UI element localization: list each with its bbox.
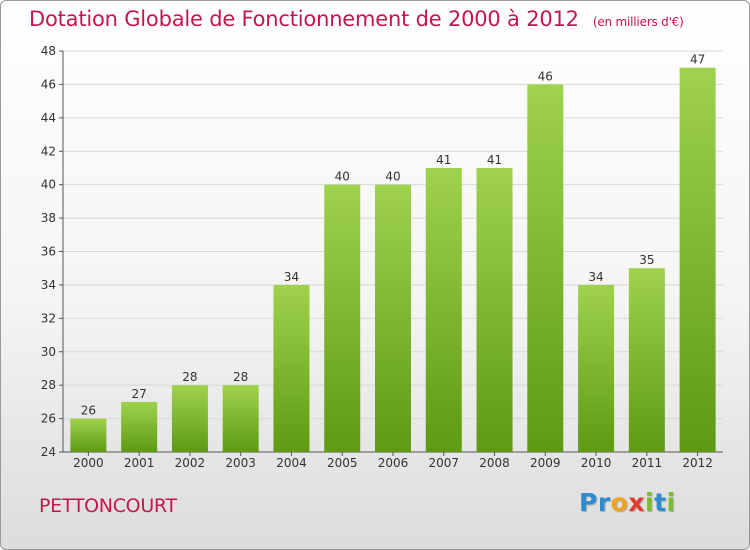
x-tick-label: 2001: [124, 456, 155, 470]
data-label: 27: [132, 387, 147, 401]
x-tick-label: 2005: [327, 456, 358, 470]
data-label: 34: [588, 270, 603, 284]
bar: [324, 184, 361, 452]
chart-title: Dotation Globale de Fonctionnement de 20…: [29, 7, 684, 31]
bars: [70, 67, 716, 453]
y-tick-label: 38: [41, 211, 56, 225]
y-tick-label: 36: [41, 245, 56, 259]
x-tick-label: 2012: [682, 456, 713, 470]
logo-letter: r: [597, 488, 611, 517]
x-tick-label: 2008: [479, 456, 510, 470]
bar: [70, 418, 107, 452]
data-label: 41: [487, 153, 502, 167]
y-tick-label: 24: [41, 445, 56, 459]
logo-letter: x: [628, 488, 645, 517]
y-tick-label: 32: [41, 311, 56, 325]
y-tick-label: 40: [41, 178, 56, 192]
x-tick-label: 2009: [530, 456, 561, 470]
bar: [375, 184, 411, 452]
commune-name: PETTONCOURT: [39, 495, 177, 517]
logo-letter: i: [645, 488, 655, 517]
y-tick-label: 34: [41, 278, 56, 292]
data-labels: 26 27 28 28 34 40 40 41 41 46 34 35 47: [81, 53, 706, 418]
y-tick-label: 48: [41, 44, 56, 58]
y-tick-label: 30: [41, 345, 56, 359]
bar: [171, 385, 208, 452]
chart-unit: (en milliers d'€): [592, 15, 684, 29]
data-label: 40: [335, 170, 350, 184]
logo-letter: P: [579, 488, 598, 517]
data-label: 46: [538, 69, 553, 83]
x-tick-label: 2000: [73, 456, 104, 470]
proxiti-logo: Proxiti: [579, 488, 676, 517]
x-tick-label: 2011: [632, 456, 663, 470]
y-tick-label: 44: [41, 111, 56, 125]
data-label: 35: [639, 253, 654, 267]
bar: [121, 401, 158, 452]
logo-letter: t: [654, 488, 667, 517]
data-label: 28: [233, 370, 248, 384]
x-tick-label: 2002: [175, 456, 206, 470]
x-tick-label: 2003: [225, 456, 256, 470]
data-label: 41: [436, 153, 451, 167]
bar: [476, 167, 513, 453]
y-tick-label: 28: [41, 378, 56, 392]
data-label: 47: [690, 53, 705, 67]
bar: [578, 284, 615, 452]
data-label: 34: [284, 270, 299, 284]
y-tick-label: 42: [41, 144, 56, 158]
data-label: 28: [182, 370, 197, 384]
x-tick-label: 2006: [378, 456, 409, 470]
bar: [222, 385, 259, 452]
y-tick-labels: 24 26 28 30 32 34 36 38 40 42 44 46 48: [41, 44, 56, 459]
y-tick-label: 46: [41, 77, 56, 91]
x-tick-label: 2004: [276, 456, 307, 470]
bar: [527, 84, 564, 453]
logo-letter: i: [666, 488, 676, 517]
y-tick-label: 26: [41, 412, 56, 426]
bar: [628, 268, 665, 452]
bar: [425, 167, 462, 453]
bar: [273, 284, 310, 452]
data-label: 40: [385, 170, 400, 184]
data-label: 26: [81, 404, 96, 418]
x-tick-label: 2010: [581, 456, 612, 470]
x-tick-labels: 2000 2001 2002 2003 2004 2005 2006 2007 2008 2009…: [73, 456, 713, 470]
chart-title-text: Dotation Globale de Fonctionnement de 20…: [29, 7, 579, 31]
x-tick-label: 2007: [428, 456, 459, 470]
bar: [679, 67, 716, 452]
logo-letter: o: [610, 488, 629, 517]
